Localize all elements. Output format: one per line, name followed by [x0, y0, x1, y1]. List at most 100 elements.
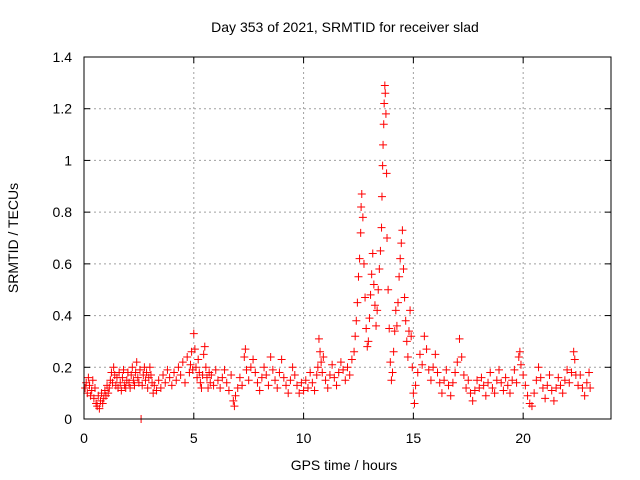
data-point [481, 391, 490, 400]
data-point [578, 383, 587, 392]
data-point [290, 371, 299, 380]
data-point [554, 373, 563, 382]
data-point [213, 376, 222, 385]
data-point [227, 371, 236, 380]
data-point [347, 355, 356, 364]
data-point [353, 298, 362, 307]
data-point [375, 265, 384, 274]
data-point [104, 389, 113, 398]
data-point [266, 352, 275, 361]
data-point [514, 352, 523, 361]
y-tick-label: 1 [64, 152, 72, 168]
data-point [567, 368, 576, 377]
data-point [399, 265, 408, 274]
data-point [515, 347, 524, 356]
data-point [404, 327, 413, 336]
data-point [448, 378, 457, 387]
data-point [127, 371, 136, 380]
y-axis-label: SRMTID / TECUs [5, 183, 21, 293]
data-point [336, 358, 345, 367]
data-point [390, 327, 399, 336]
data-point [470, 386, 479, 395]
data-point [582, 378, 591, 387]
y-tick-label: 1.2 [53, 101, 73, 117]
data-point [330, 373, 339, 382]
data-point [222, 378, 231, 387]
data-point [198, 371, 207, 380]
data-point [510, 365, 519, 374]
data-point [257, 373, 266, 382]
data-point [211, 365, 220, 374]
data-point [379, 120, 388, 129]
data-point [183, 352, 192, 361]
data-point [200, 342, 209, 351]
y-tick-label: 0.6 [53, 256, 73, 272]
data-point [444, 381, 453, 390]
data-point [364, 337, 373, 346]
data-point [95, 404, 104, 413]
data-point [407, 332, 416, 341]
data-point [530, 389, 539, 398]
data-point [321, 376, 330, 385]
data-point [536, 373, 545, 382]
data-point [488, 383, 497, 392]
data-point [377, 192, 386, 201]
data-point [339, 365, 348, 374]
data-point [89, 394, 98, 403]
data-point [451, 368, 460, 377]
data-point [486, 368, 495, 377]
data-point [207, 371, 216, 380]
data-point [244, 376, 253, 385]
data-point [473, 376, 482, 385]
data-point [115, 368, 124, 377]
data-point [385, 324, 394, 333]
data-point [146, 371, 155, 380]
data-point [117, 386, 126, 395]
data-point [380, 99, 389, 108]
data-point [201, 363, 210, 372]
data-point [490, 389, 499, 398]
data-point [532, 376, 541, 385]
data-point [402, 337, 411, 346]
data-point [159, 371, 168, 380]
chart-title: Day 353 of 2021, SRMTID for receiver sla… [211, 19, 479, 35]
data-point [264, 381, 273, 390]
data-point [318, 368, 327, 377]
data-point [233, 383, 242, 392]
data-point [383, 234, 392, 242]
data-point [381, 89, 390, 98]
data-point [368, 249, 377, 258]
data-point [453, 358, 462, 367]
data-point [220, 365, 229, 374]
data-point [253, 378, 262, 387]
grid-lines [84, 57, 611, 419]
data-point [394, 298, 403, 307]
data-point [462, 383, 471, 392]
data-point [105, 383, 114, 392]
y-axis-ticks: 0 0.2 0.4 0.6 0.8 1 1.2 1.4 [53, 49, 611, 427]
data-point [505, 389, 514, 398]
data-point [543, 381, 552, 390]
data-point [323, 383, 332, 392]
data-point [292, 381, 301, 390]
data-point [442, 365, 451, 374]
data-point [277, 355, 286, 364]
data-point [351, 332, 360, 341]
data-point [586, 383, 595, 392]
data-point [231, 391, 240, 400]
data-point [190, 345, 199, 354]
data-point [229, 396, 238, 405]
data-point [413, 368, 422, 377]
data-point [477, 373, 486, 382]
data-point [268, 365, 277, 374]
data-point [118, 373, 127, 382]
data-point [84, 373, 93, 382]
data-point [128, 363, 137, 372]
data-point [377, 223, 386, 232]
data-point [142, 368, 151, 377]
data-point [352, 316, 361, 325]
data-point [499, 386, 508, 395]
data-point [271, 376, 280, 385]
data-point [411, 381, 420, 390]
